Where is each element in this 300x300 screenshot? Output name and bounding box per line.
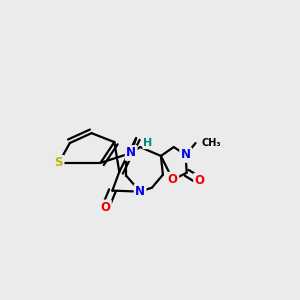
Text: H: H [143,138,153,148]
Text: O: O [194,174,205,187]
Text: CH₃: CH₃ [202,138,221,148]
Text: N: N [181,148,191,161]
Text: N: N [135,185,145,198]
Text: O: O [168,173,178,186]
Text: S: S [55,156,63,170]
Text: O: O [100,201,110,214]
Text: N: N [126,146,136,160]
